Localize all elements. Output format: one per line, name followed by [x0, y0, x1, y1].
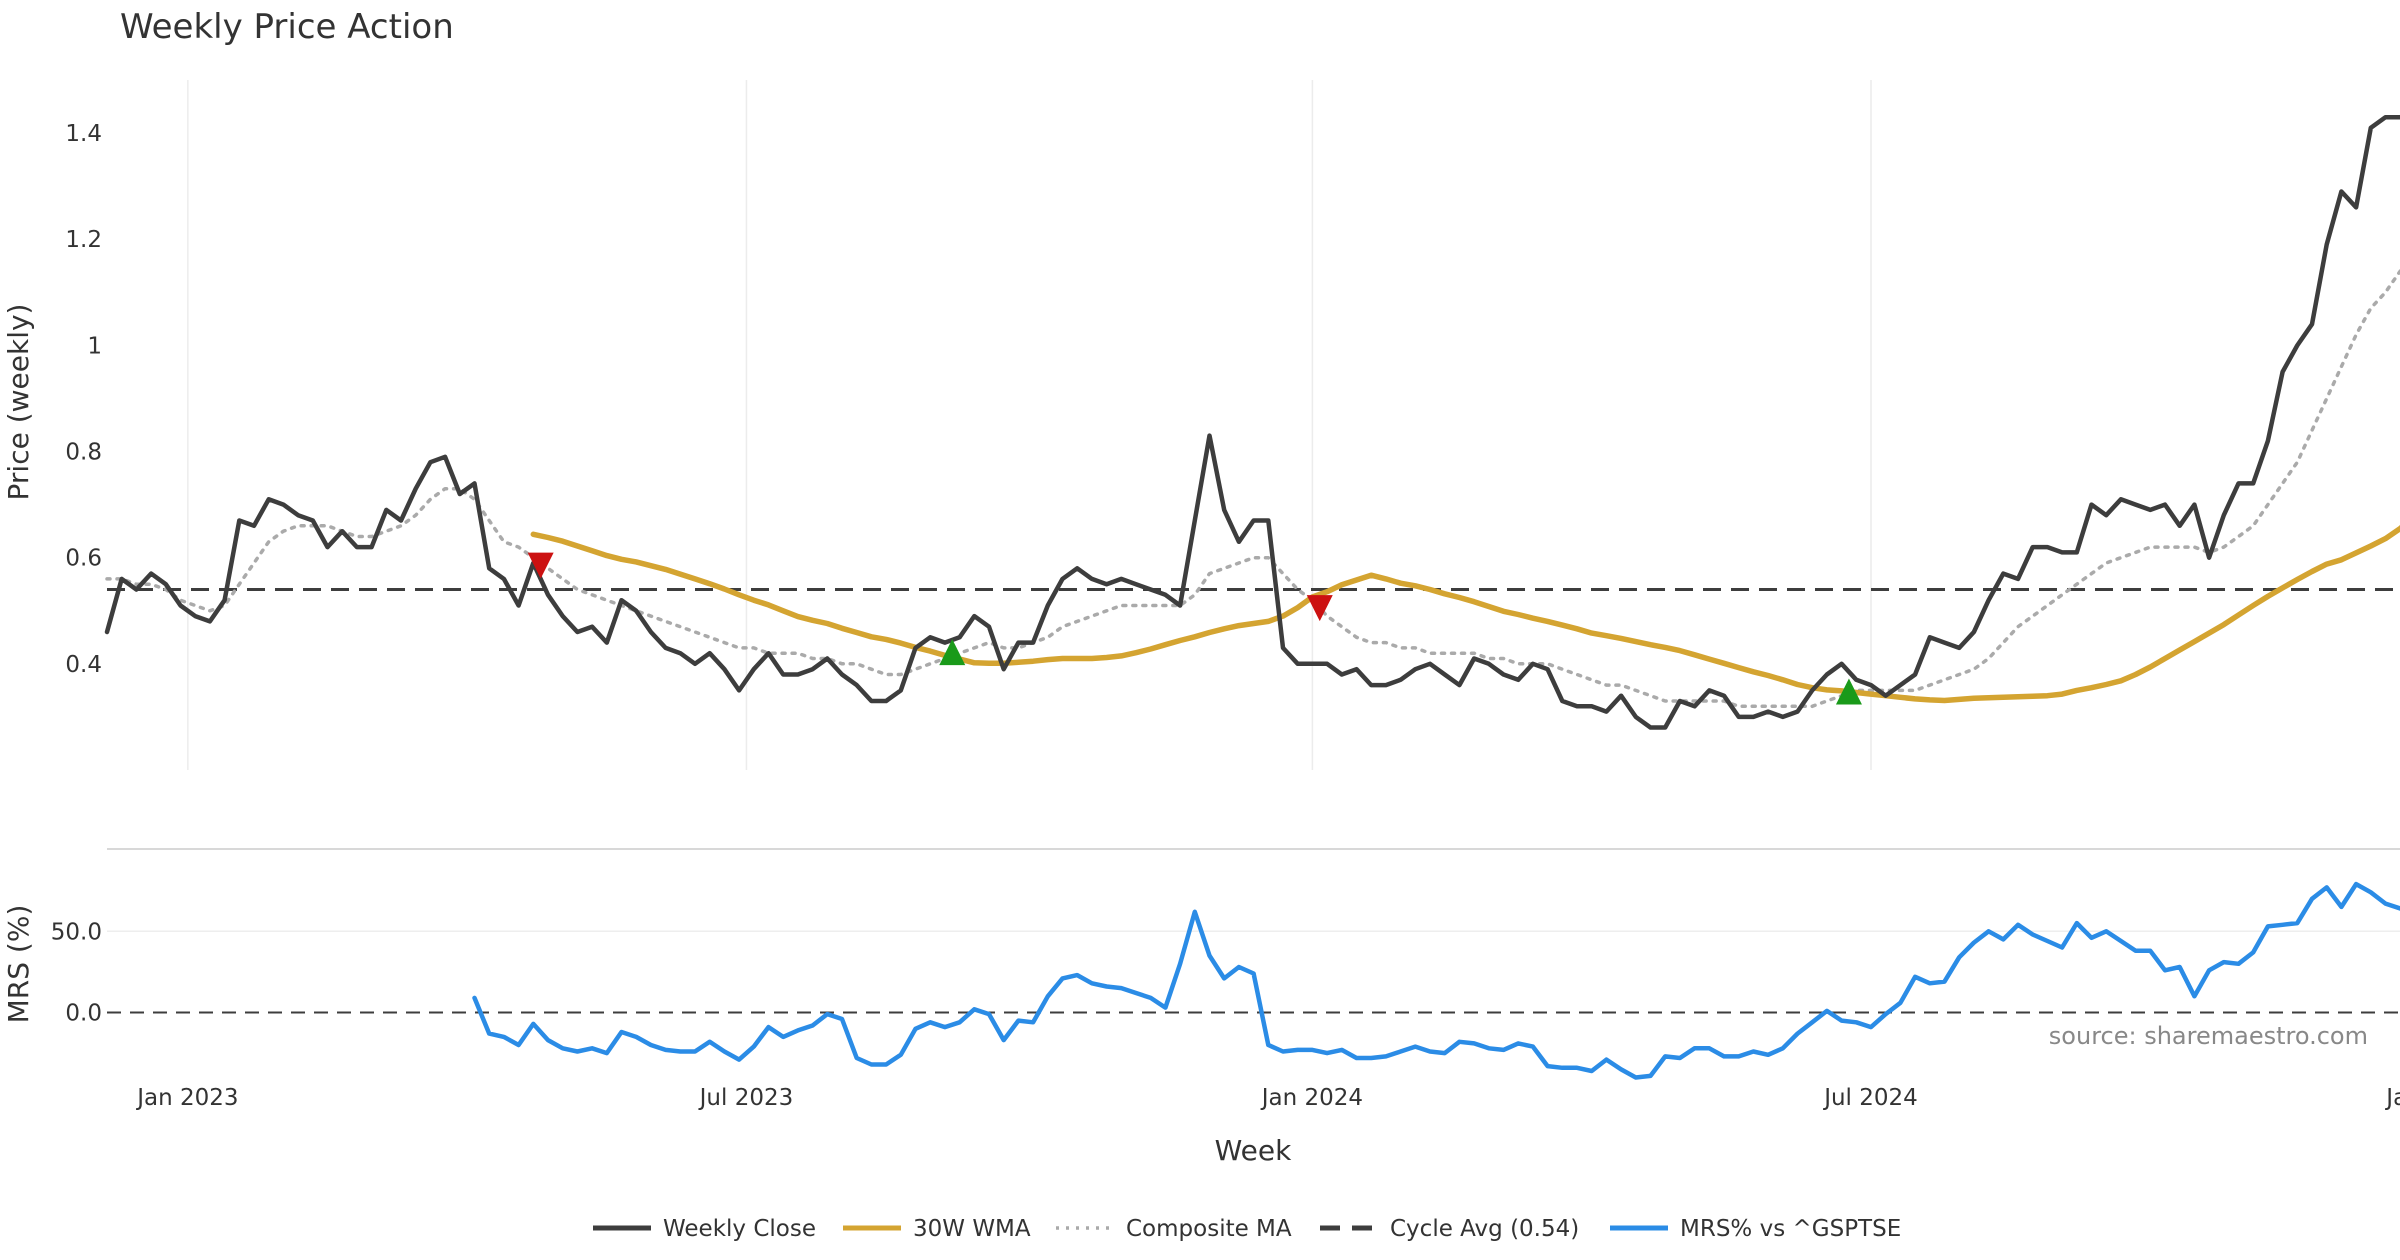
x-tick-0: Jan 2023: [135, 1085, 238, 1111]
price-y-tick-4: 1.2: [65, 227, 102, 253]
buy-signal-marker-1: [939, 639, 966, 666]
weekly-close-line: [104, 114, 2400, 730]
price-gridlines: [187, 80, 1872, 770]
legend: Weekly Close 30W WMA Composite MA Cycle Avg…: [593, 1216, 1901, 1242]
legend-label-3: Cycle Avg (0.54): [1390, 1216, 1579, 1242]
wma-30w-line: [530, 524, 2400, 704]
chart-title: Weekly Price Action: [120, 7, 454, 47]
price-series-group: [104, 114, 2400, 730]
price-y-tick-5: 1.4: [65, 121, 102, 147]
mrs-gridlines: [107, 930, 2400, 1014]
legend-label-2: Composite MA: [1126, 1216, 1292, 1242]
sell-signal-marker-2: [1306, 595, 1333, 622]
price-y-tick-3: 1: [87, 333, 102, 359]
price-y-axis-label: Price (weekly): [2, 304, 35, 501]
mrs-y-tick-0: 0.0: [65, 1001, 102, 1027]
buy-signal-marker-3: [1835, 678, 1862, 705]
price-y-tick-2: 0.8: [65, 440, 102, 466]
x-tick-1: Jul 2023: [698, 1085, 794, 1111]
price-y-tick-1: 0.6: [65, 546, 102, 572]
price-y-tick-0: 0.4: [65, 652, 102, 678]
x-axis-label: Week: [1215, 1134, 1292, 1167]
signal-markers: [527, 552, 1862, 705]
x-tick-labels: Jan 2023 Jul 2023 Jan 2024 Jul 2024 Jan 2025…: [135, 1085, 2400, 1111]
price-y-ticks: 0.4 0.6 0.8 1 1.2 1.4: [65, 121, 102, 678]
mrs-line: [472, 881, 2400, 1080]
x-tick-3: Jul 2024: [1822, 1085, 1918, 1111]
composite-ma-line: [105, 269, 2400, 709]
legend-label-0: Weekly Close: [663, 1216, 816, 1242]
mrs-series-group: [472, 881, 2400, 1080]
mrs-y-tick-1: 50.0: [51, 919, 102, 945]
x-tick-4: Jan 2025: [2384, 1085, 2400, 1111]
x-tick-2: Jan 2024: [1260, 1085, 1363, 1111]
source-label: source: sharemaestro.com: [2049, 1022, 2368, 1050]
sell-signal-marker-0: [527, 552, 554, 579]
mrs-y-axis-label: MRS (%): [2, 905, 35, 1024]
legend-label-4: MRS% vs ^GSPTSE: [1680, 1216, 1901, 1242]
legend-label-1: 30W WMA: [913, 1216, 1031, 1242]
mrs-y-ticks: 0.0 50.0: [51, 919, 102, 1026]
